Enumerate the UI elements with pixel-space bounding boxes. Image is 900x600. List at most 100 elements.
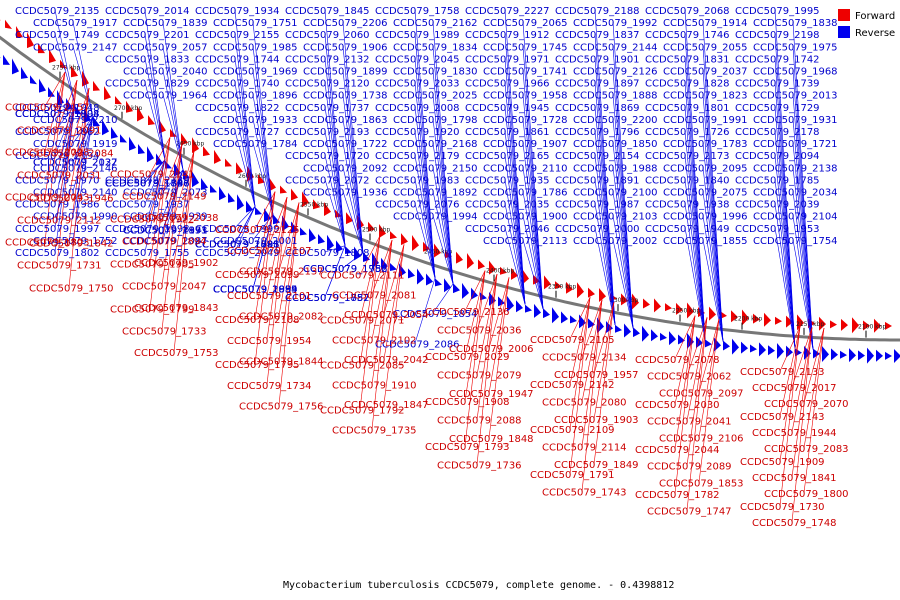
- leader-line: [702, 143, 724, 342]
- leader-line: [476, 274, 498, 375]
- leader-line: [684, 155, 706, 340]
- gene-arrow: [324, 201, 331, 216]
- reverse-gene-label: CCDC5079_1970: [15, 175, 100, 186]
- gene-arrow: [192, 171, 199, 188]
- gene-arrow: [723, 340, 730, 351]
- leader-line: [581, 299, 603, 492]
- gene-arrow: [203, 146, 210, 157]
- reverse-gene-label: CCDC5079_1994: [393, 212, 478, 223]
- forward-gene-label: CCDC5079_2125: [215, 225, 300, 236]
- reverse-gene-label: CCDC5079_1745: [483, 42, 568, 53]
- leader-line: [612, 167, 634, 329]
- forward-gene-label: CCDC5079_2030: [635, 400, 720, 411]
- map-caption: Mycobacterium tuberculosis CCDC5079, com…: [283, 580, 674, 591]
- reverse-gene-label: CCDC5079_1917: [33, 18, 118, 29]
- gene-arrow: [588, 318, 595, 329]
- reverse-gene-label: CCDC5079_1838: [753, 18, 838, 29]
- reverse-gene-label: CCDC5079_2098: [195, 240, 280, 251]
- reverse-gene-label: CCDC5079_1738: [303, 91, 388, 102]
- reverse-gene-label: CCDC5079_2037: [663, 67, 748, 78]
- leader-line: [569, 297, 591, 385]
- forward-gene-label: CCDC5079_2114: [542, 443, 627, 454]
- reverse-gene-label: CCDC5079_1983: [375, 175, 460, 186]
- reverse-gene-label: CCDC5079_2165: [465, 151, 550, 162]
- forward-gene-label: CCDC5079_2136: [425, 307, 510, 318]
- reverse-gene-label: CCDC5079_1897: [555, 79, 640, 90]
- leader-line: [702, 70, 724, 342]
- gene-labels: CCDC5079_2135 CCDC5079_2014 CCDC5079_1934 C…: [5, 6, 849, 529]
- reverse-gene-label: CCDC5079_1742: [735, 54, 820, 65]
- gene-arrow: [426, 273, 433, 286]
- leader-line: [149, 137, 171, 219]
- leader-line: [594, 227, 616, 325]
- leader-line: [684, 130, 706, 340]
- leader-line: [504, 58, 526, 305]
- forward-gene-label: CCDC5079_1843: [134, 303, 219, 314]
- genome-backbone: [0, 35, 900, 342]
- reverse-gene-label: CCDC5079_2087: [123, 236, 208, 247]
- reverse-gene-label: CCDC5079_1984: [213, 285, 298, 296]
- reverse-gene-label: CCDC5079_1936: [303, 188, 388, 199]
- gene-arrow: [417, 268, 424, 285]
- reverse-gene-label: CCDC5079_1787: [285, 293, 370, 304]
- forward-gene-label: CCDC5079_1841: [752, 473, 837, 484]
- gene-arrow: [775, 316, 782, 325]
- leader-line: [774, 82, 796, 349]
- reverse-gene-label: CCDC5079_1839: [123, 18, 208, 29]
- gene-arrow: [183, 169, 190, 180]
- leader-line: [593, 302, 615, 420]
- reverse-gene-label: CCDC5079_1823: [663, 91, 748, 102]
- reverse-gene-label: CCDC5079_1798: [393, 115, 478, 126]
- leader-line: [266, 197, 288, 385]
- reverse-gene-label: CCDC5079_1749: [15, 30, 100, 41]
- reverse-gene-label: CCDC5079_1968: [753, 67, 838, 78]
- gene-arrow: [522, 268, 529, 285]
- leader-line: [698, 318, 720, 438]
- gene-arrow: [777, 342, 784, 359]
- leader-line: [612, 215, 634, 329]
- leader-line: [684, 203, 706, 340]
- leader-line: [522, 94, 544, 310]
- forward-gene-label: CCDC5079_2070: [764, 399, 849, 410]
- leader-line: [54, 104, 76, 156]
- gene-arrow: [849, 348, 856, 363]
- reverse-gene-label: CCDC5079_2227: [465, 6, 550, 17]
- gene-arrow: [225, 158, 232, 167]
- reverse-gene-label: CCDC5079_1886: [105, 179, 190, 190]
- leader-line: [476, 273, 498, 330]
- leader-line: [161, 144, 183, 331]
- reverse-gene-label: CCDC5079_1729: [735, 103, 820, 114]
- leader-line: [432, 191, 454, 284]
- reverse-gene-label: CCDC5079_2014: [105, 6, 190, 17]
- gene-arrow: [885, 351, 892, 360]
- leader-line: [278, 202, 300, 316]
- forward-gene-label: CCDC5079_1743: [542, 488, 627, 499]
- gene-arrow: [302, 191, 309, 208]
- forward-gene-label: CCDC5079_1733: [122, 326, 207, 337]
- gene-arrow: [453, 283, 460, 294]
- reverse-gene-label: CCDC5079_1784: [213, 139, 298, 150]
- forward-gene-label: CCDC5079_2109: [530, 425, 615, 436]
- leader-line: [414, 203, 436, 279]
- reverse-gene-label: CCDC5079_1912: [465, 30, 550, 41]
- leader-line: [72, 116, 94, 192]
- gene-arrow: [138, 143, 145, 154]
- gene-arrow: [555, 281, 562, 290]
- reverse-gene-label: CCDC5079_1920: [375, 127, 460, 138]
- forward-gene-label: CCDC5079_2091: [17, 126, 102, 137]
- forward-gene-label: CCDC5079_1734: [227, 381, 312, 392]
- leader-line: [594, 130, 616, 325]
- leader-line: [342, 22, 364, 253]
- leader-line: [522, 46, 544, 310]
- reverse-gene-label: CCDC5079_2065: [483, 18, 568, 29]
- forward-gene-label: CCDC5079_1903: [554, 415, 639, 426]
- leader-line: [324, 106, 346, 246]
- reverse-gene-label: CCDC5079_1755: [105, 248, 190, 259]
- reverse-gene-label: CCDC5079_2110: [483, 163, 568, 174]
- gene-arrow: [236, 162, 243, 175]
- tick-label: 2550 kbp: [300, 201, 328, 208]
- tick-label: 2400 kbp: [486, 268, 514, 275]
- forward-gene-label: CCDC5079_2017: [752, 383, 837, 394]
- leader-line: [522, 70, 544, 310]
- leader-line: [684, 179, 706, 340]
